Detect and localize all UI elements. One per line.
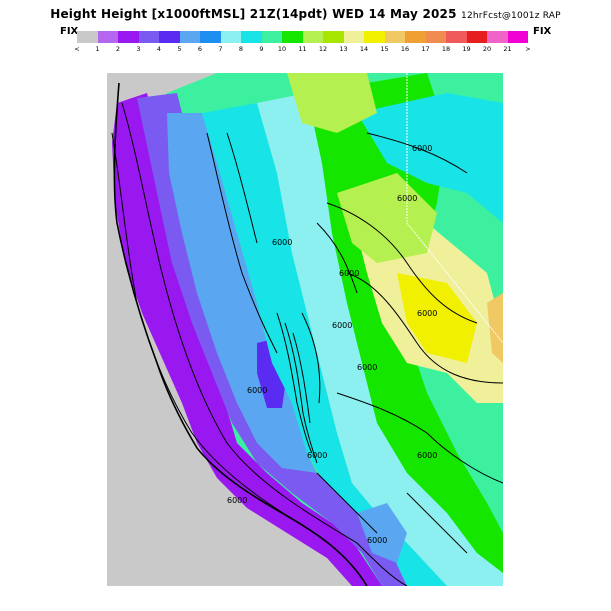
northeast-lime	[287, 73, 377, 133]
legend-tick: 13	[339, 45, 348, 53]
contour-line	[292, 332, 311, 424]
contour-line	[301, 312, 321, 404]
legend-swatch	[179, 31, 200, 43]
legend-tick: 18	[441, 45, 451, 53]
legend-swatch	[97, 31, 118, 43]
contour-label: 6000	[397, 194, 417, 203]
legend-swatch	[323, 31, 344, 43]
legend-swatch	[487, 31, 508, 43]
legend-swatch	[446, 31, 467, 43]
legend-swatch	[507, 31, 528, 43]
contour-label: 6000	[417, 451, 437, 460]
legend-tick: 3	[136, 45, 141, 53]
high-terrain-lime	[337, 173, 437, 263]
contour-line	[276, 312, 313, 454]
color-legend-ticks: <1 2 3 4 5 6 7 8 9 10 11 12 13 14 15 16 17 18 19 20 21 >	[74, 45, 530, 57]
legend-tick: 17	[421, 45, 430, 53]
legend-tick: 1	[95, 45, 100, 53]
contour-label: 6000	[227, 496, 247, 505]
contour-label: 6000	[417, 309, 437, 318]
contour-line	[366, 132, 468, 174]
legend-tick: 6	[197, 45, 203, 53]
legend-swatch	[220, 31, 241, 43]
legend-tick: 4	[156, 45, 162, 53]
legend-swatch	[282, 31, 303, 43]
contour-label: 6000	[307, 451, 327, 460]
legend-tick: 11	[298, 45, 307, 53]
legend-swatch	[364, 31, 385, 43]
contour-line	[406, 492, 468, 554]
color-legend-bar	[77, 31, 528, 43]
legend-swatch	[261, 31, 282, 43]
contour-line	[316, 472, 378, 534]
coastline	[113, 82, 368, 586]
high-terrain-orange	[487, 293, 503, 363]
legend-swatch	[118, 31, 139, 43]
legend-tick: 12	[318, 45, 328, 53]
contour-label: 6000	[272, 238, 292, 247]
legend-tick: 16	[400, 45, 410, 53]
contour-label: 6000	[247, 386, 267, 395]
contour-label: 6000	[339, 269, 359, 278]
legend-swatch	[77, 31, 98, 43]
fix-label-left: FIX	[60, 26, 79, 37]
contour-line	[206, 132, 278, 354]
legend-swatch	[138, 31, 159, 43]
legend-tick: <	[74, 45, 80, 53]
contour-line	[316, 222, 358, 294]
southern-blue-patch	[357, 503, 407, 563]
contour-label: 6000	[357, 363, 377, 372]
contour-label: 6000	[367, 536, 387, 545]
foothills-light	[257, 93, 503, 586]
legend-swatch	[466, 31, 487, 43]
fix-label-right: FIX	[533, 26, 552, 37]
legend-tick: 21	[503, 45, 512, 53]
contour-line	[226, 132, 258, 244]
legend-tick: 2	[115, 45, 121, 53]
legend-tick: 5	[177, 45, 182, 53]
state-boundary	[406, 73, 503, 344]
northeast-cyan	[357, 93, 503, 223]
legend-swatch	[425, 31, 446, 43]
contour-line	[326, 202, 478, 324]
legend-tick: 15	[380, 45, 389, 53]
chart-title: Height Height [x1000ftMSL] 21Z(14pdt) WE…	[0, 7, 611, 21]
legend-tick: 9	[259, 45, 264, 53]
foothills-cyan	[202, 103, 447, 586]
contour-line	[346, 272, 503, 384]
legend-swatch	[343, 31, 364, 43]
legend-swatch	[405, 31, 426, 43]
title-suffix: 12hrFcst@1001z RAP	[461, 11, 561, 21]
legend-swatch	[159, 31, 180, 43]
contour-line	[336, 392, 503, 484]
legend-tick: 19	[462, 45, 471, 53]
contour-labels: 6000 6000 6000 6000 6000 6000 6000 6000 …	[227, 144, 437, 545]
legend-swatch	[384, 31, 405, 43]
legend-tick: 8	[238, 45, 244, 53]
contour-label: 6000	[412, 144, 432, 153]
contour-line	[284, 322, 318, 464]
legend-swatch	[302, 31, 323, 43]
title-main: Height Height [x1000ftMSL] 21Z(14pdt) WE…	[50, 7, 457, 21]
legend-swatch	[241, 31, 262, 43]
legend-tick: 7	[218, 45, 223, 53]
legend-tick: 14	[359, 45, 369, 53]
contour-line	[121, 102, 408, 586]
contour-label: 6000	[332, 321, 352, 330]
legend-swatch	[200, 31, 221, 43]
high-terrain-peak	[397, 273, 477, 363]
height-map: 6000 6000 6000 6000 6000 6000 6000 6000 …	[107, 73, 503, 586]
legend-tick: 20	[482, 45, 492, 53]
legend-tick: 10	[277, 45, 287, 53]
legend-tick: >	[525, 45, 531, 53]
